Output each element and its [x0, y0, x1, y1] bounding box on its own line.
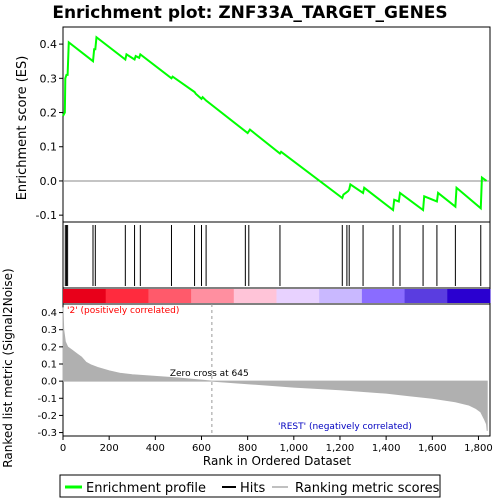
enrichment-y-tick-label: 0.1 — [40, 141, 58, 154]
metric-x-tick-label: 1,200 — [326, 443, 355, 454]
metric-x-tick-label: 400 — [146, 443, 165, 454]
metric-y-tick-label: 0.1 — [41, 360, 57, 371]
legend: Enrichment profile Hits Ranking metric s… — [59, 474, 441, 498]
metric-y-tick-label: 0.3 — [41, 325, 57, 336]
hits-frame — [62, 221, 491, 289]
legend-hits-label: Hits — [240, 481, 265, 496]
heatmap-cell — [404, 289, 448, 303]
heatmap-cells — [63, 289, 491, 303]
enrichment-profile-line — [62, 35, 488, 212]
heatmap-cell — [191, 289, 235, 303]
hit-marks — [64, 225, 482, 286]
metric-x-tick-label: 1,600 — [418, 443, 447, 454]
metric-x-tick-label: 800 — [238, 443, 257, 454]
enrichment-y-tick-label: -0.1 — [36, 209, 57, 222]
heatmap-cell — [276, 289, 320, 303]
metric-y-tick-label: -0.3 — [37, 428, 57, 439]
ranking-metric-area — [62, 307, 488, 431]
metric-y-tick-label: -0.1 — [37, 394, 57, 405]
chart-title: Enrichment plot: ZNF33A_TARGET_GENES — [52, 3, 447, 23]
metric-x-tick-label: 0 — [60, 443, 66, 454]
metric-y-tick-label: 0.2 — [41, 342, 57, 353]
legend-metric-label: Ranking metric scores — [295, 481, 440, 496]
heatmap-cell — [148, 289, 192, 303]
rank-heatmap-strip — [62, 287, 491, 305]
heatmap-cell — [105, 289, 149, 303]
metric-x-tick-label: 1,800 — [464, 443, 493, 454]
enrichment-panel: -0.1 0.0 0.1 0.2 0.3 0.4 Enrichment score (ES… — [15, 26, 491, 223]
hits-panel — [62, 221, 491, 289]
negative-correlation-label: 'REST' (negatively correlated) — [278, 422, 412, 432]
enrichment-y-tick-label: 0.2 — [40, 107, 58, 120]
enrichment-y-axis: -0.1 0.0 0.1 0.2 0.3 0.4 — [36, 38, 63, 222]
positive-correlation-label: '2' (positively correlated) — [67, 306, 179, 316]
heatmap-cell — [361, 289, 406, 303]
enrichment-y-tick-label: 0.3 — [40, 72, 58, 85]
metric-x-tick-label: 200 — [100, 443, 119, 454]
zero-cross-label: Zero cross at 645 — [170, 369, 249, 379]
metric-y-axis-label: Ranked list metric (Signal2Noise) — [1, 268, 15, 467]
legend-frame — [59, 474, 441, 498]
metric-x-tick-label: 1,400 — [372, 443, 401, 454]
metric-x-axis-label: Rank in Ordered Dataset — [203, 454, 351, 468]
metric-y-tick-label: 0.0 — [41, 377, 57, 388]
metric-y-tick-label: 0.4 — [41, 308, 57, 319]
ranked-metric-panel: Zero cross at 645 '2' (positively correl… — [1, 268, 493, 468]
enrichment-y-axis-label: Enrichment score (ES) — [15, 56, 30, 201]
legend-enrichment-label: Enrichment profile — [86, 481, 206, 496]
heatmap-cell — [63, 289, 107, 303]
metric-x-tick-label: 1,000 — [279, 443, 308, 454]
enrichment-y-tick-label: 0.0 — [40, 175, 58, 188]
metric-y-tick-label: -0.2 — [37, 411, 57, 422]
heatmap-cell — [319, 289, 363, 303]
enrichment-y-tick-label: 0.4 — [40, 38, 58, 51]
metric-plot-frame — [62, 303, 491, 437]
heatmap-cell — [233, 289, 277, 303]
metric-x-tick-label: 600 — [192, 443, 211, 454]
heatmap-cell — [447, 289, 491, 303]
metric-y-axis: -0.3 -0.2 -0.1 0.0 0.1 0.2 0.3 0.4 — [37, 308, 63, 439]
metric-x-axis: 0 200 400 600 800 1,000 1,200 1,400 1,600 1,800 — [60, 436, 493, 454]
